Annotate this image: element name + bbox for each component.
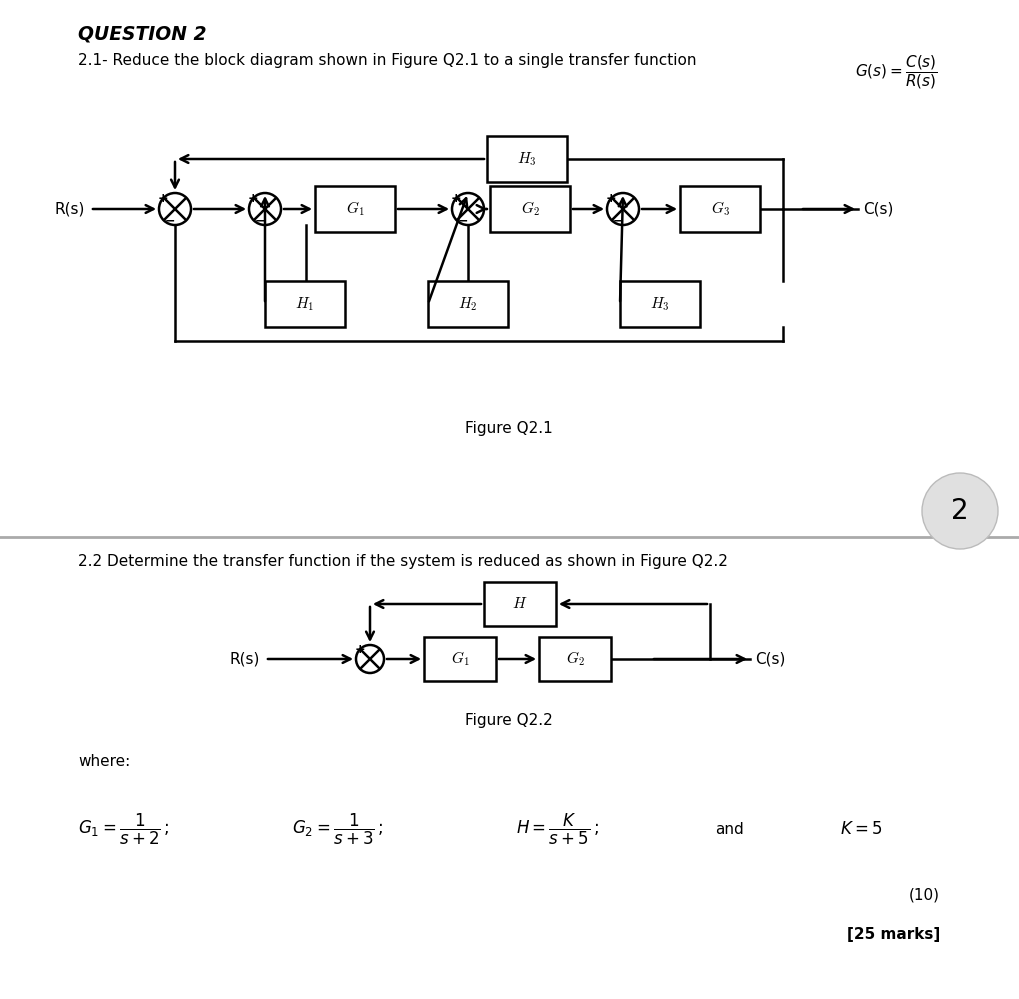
Text: $G(s) = \dfrac{C(s)}{R(s)}$: $G(s) = \dfrac{C(s)}{R(s)}$ [855, 53, 937, 91]
Bar [539, 637, 611, 681]
Text: 2.2 Determine the transfer function if the system is reduced as shown in Figure : 2.2 Determine the transfer function if t… [78, 554, 728, 569]
Text: −: − [165, 215, 175, 228]
Bar [424, 637, 496, 681]
Text: −: − [458, 215, 469, 228]
Text: $K = 5$: $K = 5$ [840, 820, 882, 838]
Text: +: + [605, 192, 616, 205]
Bar [315, 186, 395, 232]
Text: C(s): C(s) [755, 651, 786, 666]
Text: $G_3$: $G_3$ [710, 200, 730, 219]
Text: where:: where: [78, 754, 130, 769]
Text: $H_3$: $H_3$ [518, 150, 537, 168]
Text: $H$: $H$ [513, 596, 528, 611]
Bar [484, 582, 556, 626]
Text: $H_1$: $H_1$ [296, 295, 315, 313]
Text: (10): (10) [909, 887, 940, 902]
Text: R(s): R(s) [55, 202, 85, 217]
Text: [25 marks]: [25 marks] [847, 927, 940, 942]
Text: $G_1$: $G_1$ [345, 200, 365, 219]
Circle shape [159, 193, 191, 225]
Bar [265, 281, 345, 327]
Text: R(s): R(s) [229, 651, 260, 666]
Text: $G_2 = \dfrac{1}{s+3}\,;$: $G_2 = \dfrac{1}{s+3}\,;$ [292, 811, 383, 846]
Text: Figure Q2.2: Figure Q2.2 [465, 713, 553, 728]
Circle shape [452, 193, 484, 225]
Text: $G_2$: $G_2$ [566, 649, 584, 668]
Bar [428, 281, 508, 327]
Text: +: + [355, 643, 365, 656]
Text: −: − [255, 215, 266, 228]
Text: $G_2$: $G_2$ [521, 200, 539, 219]
Circle shape [249, 193, 281, 225]
Text: $H = \dfrac{K}{s+5}\,;$: $H = \dfrac{K}{s+5}\,;$ [516, 811, 599, 846]
Text: QUESTION 2: QUESTION 2 [78, 24, 207, 43]
Text: +: + [248, 192, 258, 205]
Text: $H_2$: $H_2$ [459, 295, 478, 313]
Bar [680, 186, 760, 232]
Text: C(s): C(s) [863, 202, 894, 217]
Circle shape [607, 193, 639, 225]
Text: +: + [450, 192, 462, 205]
Text: +: + [158, 192, 168, 205]
Text: 2.1- Reduce the block diagram shown in Figure Q2.1 to a single transfer function: 2.1- Reduce the block diagram shown in F… [78, 53, 697, 68]
Bar [487, 136, 567, 182]
Text: Figure Q2.1: Figure Q2.1 [465, 422, 553, 437]
Text: $G_1 = \dfrac{1}{s+2}\,;$: $G_1 = \dfrac{1}{s+2}\,;$ [78, 811, 169, 846]
Bar [620, 281, 700, 327]
Text: 2: 2 [951, 497, 969, 525]
Circle shape [922, 473, 998, 549]
Text: $H_3$: $H_3$ [650, 295, 669, 313]
Text: −: − [613, 215, 624, 228]
Text: $G_1$: $G_1$ [450, 649, 470, 668]
Bar [490, 186, 570, 232]
Circle shape [356, 645, 384, 673]
Text: and: and [715, 821, 744, 836]
